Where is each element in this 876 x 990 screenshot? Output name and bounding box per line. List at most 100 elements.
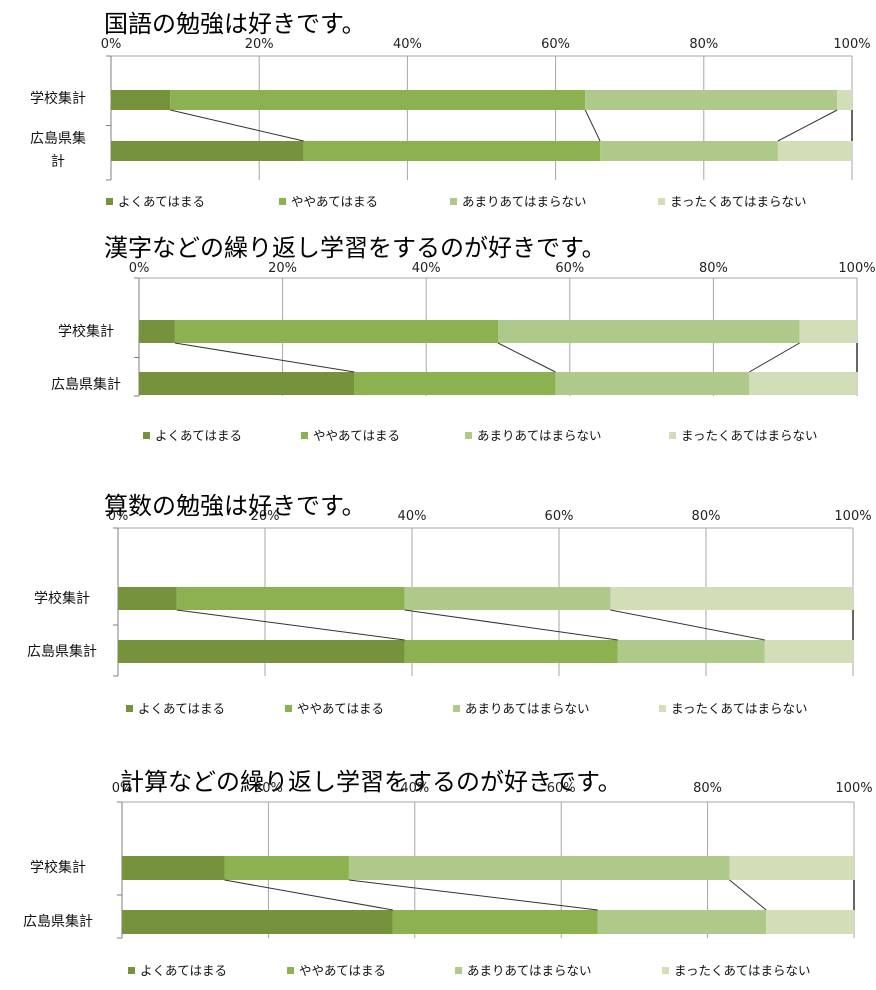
legend-swatch [126, 705, 133, 712]
x-tick-label: 40% [393, 37, 422, 52]
legend-swatch [659, 705, 666, 712]
legend-swatch [287, 967, 294, 974]
chart-title: 算数の勉強は好きです。 [104, 492, 366, 520]
series-connector-line [348, 879, 598, 911]
legend-entry: あまりあてはまらない [467, 963, 592, 978]
x-tick-label: 40% [412, 261, 441, 276]
chart-panel-kokugo: 国語の勉強は好きです。 0% 20% 40% 60% 80% 100% 学校集計 広島県集計よ… [0, 0, 876, 222]
legend-swatch [143, 432, 150, 439]
bar-segment [122, 856, 225, 880]
series-connector-line [174, 342, 355, 373]
bar-segment [392, 910, 598, 934]
legend-entry: まったくあてはまらない [670, 194, 807, 209]
bar-segment [617, 640, 765, 663]
legend-swatch [465, 432, 472, 439]
bar-segment [799, 320, 857, 343]
series-connector-line [729, 879, 767, 911]
series-connector-line [749, 342, 800, 373]
x-tick-label: 60% [547, 781, 576, 796]
series-connector-line [497, 342, 556, 373]
bar-segment [498, 320, 800, 343]
x-tick-label: 100% [834, 509, 871, 524]
category-label: 学校集計 [30, 90, 86, 107]
x-tick-label: 20% [245, 37, 274, 52]
legend-swatch [279, 198, 286, 205]
bar-segment [354, 372, 556, 395]
x-tick-label: 80% [692, 509, 721, 524]
legend-entry: よくあてはまる [118, 194, 205, 209]
x-tick-label: 0% [112, 781, 133, 796]
x-tick-label: 100% [835, 781, 872, 796]
legend-swatch [128, 967, 135, 974]
legend-swatch [453, 705, 460, 712]
bar-segment [174, 320, 498, 343]
bar-segment [111, 90, 171, 110]
chart-title: 漢字などの繰り返し学習をするのが好きです。 [104, 234, 606, 262]
bar-segment [224, 856, 349, 880]
series-connector-line [170, 109, 304, 142]
legend-swatch [301, 432, 308, 439]
bar-segment [303, 141, 601, 161]
category-label: 計 [51, 154, 65, 170]
category-label: 学校集計 [30, 859, 86, 876]
bar-segment [118, 587, 177, 610]
category-label: 学校集計 [58, 323, 114, 340]
bar-segment [764, 640, 853, 663]
bar-segment [555, 372, 750, 395]
legend-entry: ややあてはまる [297, 701, 384, 716]
legend-swatch [285, 705, 292, 712]
legend-entry: よくあてはまる [138, 701, 225, 716]
legend-entry: ややあてはまる [291, 194, 378, 209]
x-tick-label: 100% [833, 37, 870, 52]
series-connector-line [176, 609, 405, 641]
legend-swatch [658, 198, 665, 205]
category-label: 広島県集 [30, 130, 86, 147]
x-tick-label: 100% [838, 261, 875, 276]
bar-segment [777, 141, 852, 161]
bar-segment [139, 372, 355, 395]
x-tick-label: 20% [254, 781, 283, 796]
legend-swatch [669, 432, 676, 439]
legend-entry: よくあてはまる [155, 428, 242, 443]
legend-entry: あまりあてはまらない [462, 194, 587, 209]
legend-entry: ややあてはまる [313, 428, 400, 443]
bar-segment [837, 90, 852, 110]
category-label: 広島県集計 [51, 376, 121, 393]
bar-segment [766, 910, 854, 934]
x-tick-label: 60% [545, 509, 574, 524]
legend-swatch [662, 967, 669, 974]
series-connector-line [777, 109, 838, 142]
bar-segment [170, 90, 586, 110]
legend-entry: よくあてはまる [140, 963, 227, 978]
x-tick-label: 40% [400, 781, 429, 796]
x-tick-label: 60% [541, 37, 570, 52]
category-label: 広島県集計 [23, 913, 93, 930]
bar-segment [348, 856, 730, 880]
bar-segment [610, 587, 853, 610]
bar-segment [118, 640, 405, 663]
legend-entry: ややあてはまる [299, 963, 386, 978]
chart-panel-kanji: 漢字などの繰り返し学習をするのが好きです。 0% 20% 40% 60% 80% 100%… [0, 222, 876, 472]
x-tick-label: 20% [251, 509, 280, 524]
bar-segment [139, 320, 175, 343]
bar-segment [404, 640, 618, 663]
legend-entry: まったくあてはまらない [674, 963, 811, 978]
series-connector-line [224, 879, 393, 911]
chart-title: 国語の勉強は好きです。 [104, 10, 366, 38]
x-tick-label: 60% [555, 261, 584, 276]
chart-panel-sansu: 算数の勉強は好きです。 0% 20% 40% 60% 80% 100% 学校集計 広島県集計よ… [0, 472, 876, 740]
x-tick-label: 80% [689, 37, 718, 52]
legend-swatch [106, 198, 113, 205]
chart-title: 計算などの繰り返し学習をするのが好きです。 [120, 768, 622, 796]
legend-swatch [455, 967, 462, 974]
bar-segment [597, 910, 767, 934]
legend-entry: あまりあてはまらない [465, 701, 590, 716]
x-tick-label: 20% [268, 261, 297, 276]
x-tick-label: 80% [699, 261, 728, 276]
series-connector-line [404, 609, 618, 641]
bar-segment [404, 587, 611, 610]
